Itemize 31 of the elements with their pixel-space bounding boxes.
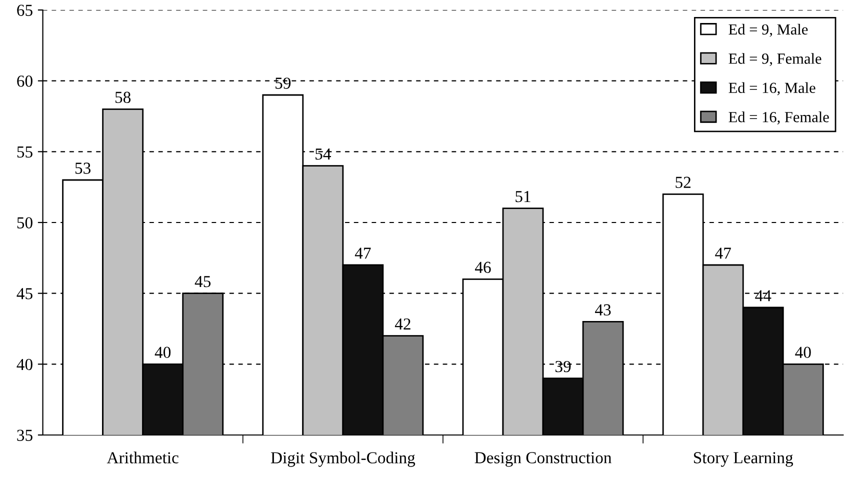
legend-label: Ed = 9, Female xyxy=(728,53,822,66)
data-label: 59 xyxy=(276,78,291,89)
data-label: 52 xyxy=(676,176,690,188)
x-tick-label: Arithmetic xyxy=(106,452,178,464)
data-label: 51 xyxy=(516,191,530,202)
legend-label: Ed = 9, Male xyxy=(728,24,808,37)
legend-label: Ed = 16, Male xyxy=(728,82,816,96)
data-label: 53 xyxy=(75,162,90,174)
y-tick-label: 50 xyxy=(17,217,32,228)
data-label: 47 xyxy=(354,248,371,259)
y-tick-label: 55 xyxy=(17,146,32,158)
y-tick-label: 60 xyxy=(17,76,32,87)
x-tick-label: Digit Symbol-Coding xyxy=(270,452,416,467)
data-label: 42 xyxy=(394,318,410,330)
data-label: 40 xyxy=(795,346,811,358)
data-label: 47 xyxy=(715,248,731,259)
x-tick-label: Design Construction xyxy=(474,452,612,467)
data-label: 45 xyxy=(194,276,211,288)
y-tick-label: 45 xyxy=(16,288,32,300)
y-tick-label: 35 xyxy=(17,430,32,441)
data-label: 39 xyxy=(556,360,571,372)
legend-label: Ed = 16, Female xyxy=(728,112,829,124)
y-tick-label: 40 xyxy=(16,358,32,370)
data-label: 46 xyxy=(474,262,491,274)
data-label: 54 xyxy=(316,148,331,160)
data-label: 44 xyxy=(755,290,772,302)
data-label: 40 xyxy=(154,346,171,358)
x-tick-label: Story Learning xyxy=(694,452,794,467)
y-tick-label: 65 xyxy=(17,4,32,16)
data-label: 58 xyxy=(115,92,131,104)
data-label: 43 xyxy=(595,304,611,316)
